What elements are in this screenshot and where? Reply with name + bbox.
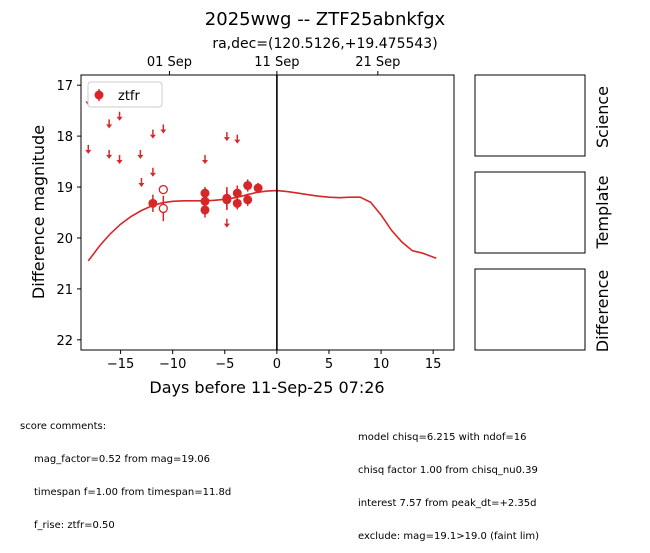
y-tick-label: 19 <box>56 181 73 196</box>
science-cutout <box>474 74 586 157</box>
detection-point <box>148 198 158 208</box>
top-tick-label: 01 Sep <box>147 55 192 70</box>
page-subtitle: ra,dec=(120.5126,+19.475543) <box>212 36 437 52</box>
upper-limit-arrow <box>223 132 230 142</box>
upper-limit-arrow <box>116 155 123 165</box>
upper-limit-head <box>234 139 241 144</box>
detection-point <box>253 183 263 193</box>
y-axis-label: Difference magnitude <box>29 125 48 299</box>
plot-area <box>80 74 455 351</box>
score-comment-line: f_rise: ztfr=0.50 <box>34 520 115 531</box>
science-cutout-label: Science <box>593 86 612 148</box>
x-tick-label: −10 <box>159 357 186 372</box>
upper-limit-head <box>160 129 167 134</box>
upper-limit-arrow <box>234 134 241 144</box>
x-axis-ticks: −15 −10 −5 0 5 10 15 <box>107 350 442 372</box>
template-cutout-label: Template <box>593 175 612 249</box>
open-points <box>158 184 168 222</box>
upper-limit-head <box>138 182 145 187</box>
difference-cutout-label: Difference <box>593 270 612 352</box>
upper-limit-head <box>223 223 230 228</box>
x-tick-label: 15 <box>425 357 442 372</box>
top-date-axis: 01 Sep 11 Sep 21 Sep <box>147 55 400 75</box>
upper-limit-head <box>137 154 144 159</box>
legend: ztfr <box>87 81 163 108</box>
upper-limit-head <box>223 137 230 142</box>
upper-limit-head <box>85 149 92 154</box>
open-point <box>158 184 168 195</box>
score-comment-line: timespan f=1.00 from timespan=11.8d <box>34 487 232 498</box>
upper-limit-head <box>116 160 123 165</box>
detection-point <box>200 205 210 215</box>
upper-limit-arrow <box>160 124 167 134</box>
x-tick-label: 5 <box>325 357 333 372</box>
upper-limit-arrow <box>138 177 145 187</box>
model-info-line: chisq factor 1.00 from chisq_nu0.39 <box>358 465 538 476</box>
upper-limit-arrow <box>85 144 92 154</box>
score-comments: score comments: mag_factor=0.52 from mag… <box>20 399 231 542</box>
y-axis-ticks: 17 18 19 20 21 22 <box>56 79 81 349</box>
score-comment-line: mag_factor=0.52 from mag=19.06 <box>34 454 211 465</box>
difference-cutout <box>474 268 586 351</box>
upper-limit-arrow <box>149 129 156 139</box>
top-tick-label: 21 Sep <box>355 55 400 70</box>
top-tick-label: 11 Sep <box>254 55 299 70</box>
upper-limit-arrow <box>223 218 230 228</box>
x-tick-label: −15 <box>107 357 134 372</box>
detection-point <box>232 188 242 198</box>
model-info-line: exclude: mag=19.1>19.0 (faint lim) <box>358 531 540 542</box>
legend-label: ztfr <box>118 89 140 104</box>
model-info-line: model chisq=6.215 with ndof=16 <box>358 432 527 443</box>
upper-limit-head <box>201 160 208 165</box>
upper-limit-arrow <box>106 149 113 159</box>
score-comments-header: score comments: <box>20 421 107 432</box>
model-info: model chisq=6.215 with ndof=16 chisq fac… <box>358 410 539 553</box>
upper-limit-arrow <box>137 149 144 159</box>
upper-limit-arrow <box>201 155 208 165</box>
upper-limit-head <box>116 116 123 121</box>
detection-point <box>200 196 210 206</box>
x-tick-label: 10 <box>373 357 390 372</box>
detection-point <box>243 181 253 191</box>
x-tick-label: 0 <box>273 357 281 372</box>
light-curve-figure: 2025wwg -- ZTF25abnkfgx ra,dec=(120.5126… <box>29 9 612 397</box>
model-curve <box>87 189 437 262</box>
detection-point <box>222 195 232 205</box>
y-tick-label: 21 <box>56 283 73 298</box>
detection-point <box>200 188 210 198</box>
upper-limit-head <box>149 172 156 177</box>
x-axis-label: Days before 11-Sep-25 07:26 <box>149 378 384 397</box>
upper-limit-head <box>106 154 113 159</box>
upper-limit-arrow <box>149 167 156 177</box>
y-tick-label: 20 <box>56 232 73 247</box>
detection-point <box>243 195 253 205</box>
template-cutout <box>474 171 586 254</box>
detections <box>148 179 263 218</box>
y-tick-label: 18 <box>56 130 73 145</box>
open-point <box>158 203 168 214</box>
y-tick-label: 22 <box>56 334 73 349</box>
legend-marker <box>94 90 104 100</box>
upper-limit-head <box>106 124 113 129</box>
detection-point <box>232 198 242 208</box>
y-tick-label: 17 <box>56 79 73 94</box>
page-title: 2025wwg -- ZTF25abnkfgx <box>205 9 446 30</box>
upper-limit-arrow <box>106 119 113 129</box>
x-tick-label: −5 <box>215 357 234 372</box>
upper-limit-arrow <box>116 111 123 121</box>
upper-limit-head <box>149 134 156 139</box>
